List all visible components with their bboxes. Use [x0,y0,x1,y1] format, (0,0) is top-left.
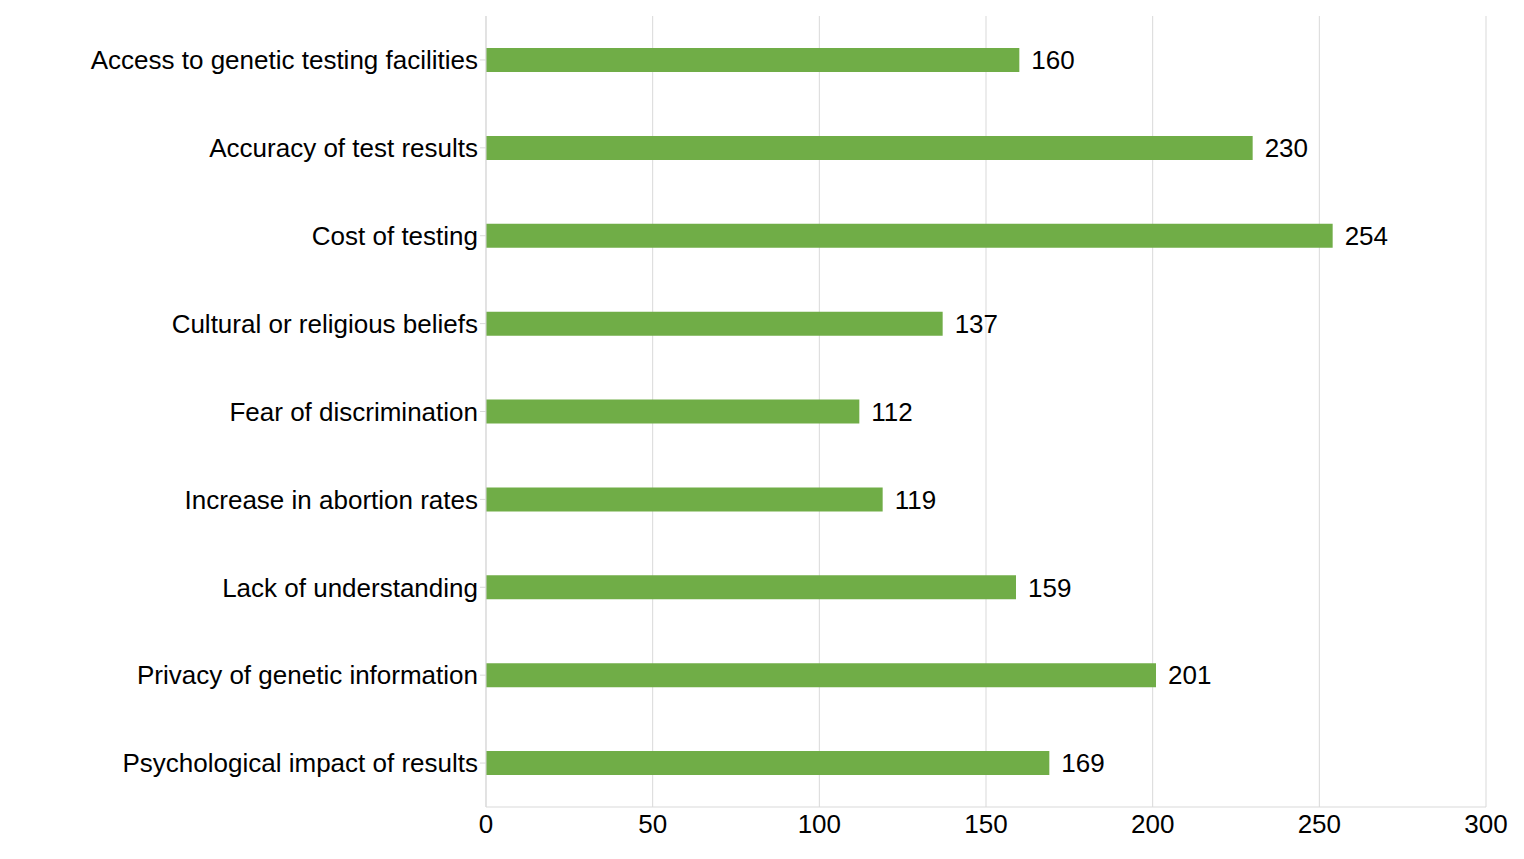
svg-text:200: 200 [1131,809,1174,839]
svg-text:Fear of discrimination: Fear of discrimination [229,397,478,427]
svg-text:159: 159 [1028,573,1071,603]
svg-text:Accuracy of test results: Accuracy of test results [209,133,478,163]
svg-text:169: 169 [1061,748,1104,778]
svg-text:119: 119 [895,485,936,515]
svg-text:Privacy of genetic information: Privacy of genetic information [137,660,478,690]
svg-text:300: 300 [1464,809,1507,839]
svg-text:254: 254 [1345,221,1388,251]
svg-text:Access to genetic testing faci: Access to genetic testing facilities [91,45,478,75]
svg-text:Lack of understanding: Lack of understanding [222,573,478,603]
svg-text:100: 100 [798,809,841,839]
svg-text:0: 0 [479,809,493,839]
svg-text:160: 160 [1031,45,1074,75]
svg-text:230: 230 [1265,133,1308,163]
svg-text:201: 201 [1168,660,1211,690]
svg-text:112: 112 [871,397,912,427]
svg-text:250: 250 [1298,809,1341,839]
svg-text:137: 137 [955,309,998,339]
svg-text:Increase in abortion rates: Increase in abortion rates [185,485,478,515]
svg-text:Cultural or religious beliefs: Cultural or religious beliefs [172,309,478,339]
svg-text:Cost of testing: Cost of testing [312,221,478,251]
svg-text:Psychological impact of result: Psychological impact of results [123,748,478,778]
svg-text:150: 150 [964,809,1007,839]
svg-text:50: 50 [638,809,667,839]
